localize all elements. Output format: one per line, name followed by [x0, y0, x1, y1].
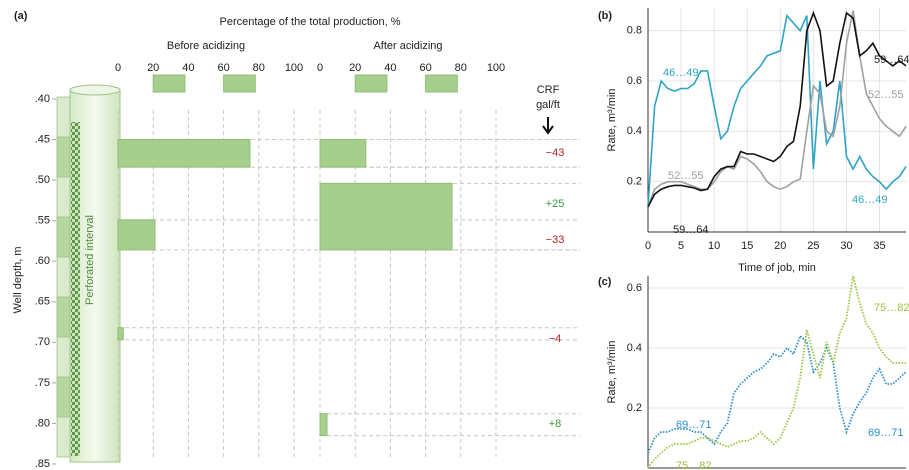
y-tick-label: .65	[35, 296, 50, 308]
bar	[118, 140, 250, 168]
bar	[320, 414, 327, 436]
crf-title: CRF	[537, 84, 560, 96]
series-label: 75…82	[676, 460, 711, 470]
x-axis-label: Time of job, min	[738, 262, 816, 274]
series-label: 46…49	[663, 67, 698, 79]
y-tick-label: 0.4	[627, 125, 642, 137]
crf-value: −43	[546, 147, 565, 159]
x-tick-label: 60	[419, 62, 431, 74]
y-tick-label: .55	[35, 215, 50, 227]
series-line	[648, 276, 906, 468]
key-box	[153, 75, 185, 92]
y-tick-label: .70	[35, 336, 50, 348]
series-label: 52…55	[668, 170, 703, 182]
chart-title: Percentage of the total production, %	[219, 16, 400, 28]
y-tick-label: .45	[35, 133, 50, 145]
crf-value: +8	[549, 418, 562, 430]
y-tick-label: 0.4	[627, 342, 642, 354]
x-tick-label: 0	[317, 62, 323, 74]
x-tick-label: 80	[253, 62, 265, 74]
x-tick-label: 80	[455, 62, 467, 74]
x-tick-label: 100	[487, 62, 505, 74]
series-label: 59…64	[874, 54, 909, 66]
x-tick-label: 25	[807, 240, 819, 252]
x-tick-label: 40	[384, 62, 396, 74]
x-tick-label: 35	[873, 240, 885, 252]
y-tick-label: .50	[35, 174, 50, 186]
panel-subtitle: After acidizing	[373, 40, 442, 52]
bar	[320, 140, 366, 168]
y-axis-label: Rate, m³/min	[606, 89, 618, 152]
x-tick-label: 20	[349, 62, 361, 74]
y-tick-label: .85	[35, 458, 50, 470]
bar	[320, 183, 452, 250]
x-tick-label: 60	[217, 62, 229, 74]
panel-label: (a)	[14, 10, 28, 22]
x-tick-label: 10	[708, 240, 720, 252]
y-tick-label: 0.8	[627, 25, 642, 37]
x-tick-label: 0	[115, 62, 121, 74]
crf-arrow	[543, 117, 553, 133]
crf-value: −4	[549, 333, 562, 345]
key-box	[224, 75, 256, 92]
y-tick-label: .60	[35, 255, 50, 267]
x-tick-label: 30	[840, 240, 852, 252]
x-tick-label: 40	[182, 62, 194, 74]
y-tick-label: 0.2	[627, 402, 642, 414]
x-tick-label: 20	[147, 62, 159, 74]
y-tick-label: 0.2	[627, 176, 642, 188]
series-label: 59…64	[673, 224, 708, 236]
y-tick-label: .75	[35, 377, 50, 389]
crf-value: −33	[546, 234, 565, 246]
y-axis-label: Well depth, m	[12, 246, 24, 313]
key-box	[426, 75, 458, 92]
y-tick-label: 0.6	[627, 282, 642, 294]
crf-value: +25	[546, 198, 565, 210]
crf-unit: gal/ft	[536, 99, 560, 111]
y-tick-label: .80	[35, 417, 50, 429]
y-axis-label: Rate, m³/min	[606, 341, 618, 404]
x-tick-label: 5	[678, 240, 684, 252]
y-tick-label: 0.6	[627, 75, 642, 87]
series-label: 52…55	[868, 89, 903, 101]
x-tick-label: 20	[774, 240, 786, 252]
figure: (a) Percentage of the total production, …	[0, 0, 909, 470]
series-label: 69…71	[868, 427, 903, 439]
panel-label: (b)	[598, 10, 612, 22]
y-tick-label: .40	[35, 93, 50, 105]
x-tick-label: 100	[285, 62, 303, 74]
panel-subtitle: Before acidizing	[167, 40, 245, 52]
series-label: 46…49	[852, 194, 887, 206]
x-tick-label: 15	[741, 240, 753, 252]
x-tick-label: 0	[645, 240, 651, 252]
annotation: Perforated interval	[84, 215, 96, 305]
bar	[118, 328, 123, 340]
panel-label: (c)	[598, 276, 612, 288]
series-label: 69…71	[676, 419, 711, 431]
series-label: 75…82	[874, 302, 909, 314]
bar	[118, 220, 155, 250]
key-box	[355, 75, 387, 92]
